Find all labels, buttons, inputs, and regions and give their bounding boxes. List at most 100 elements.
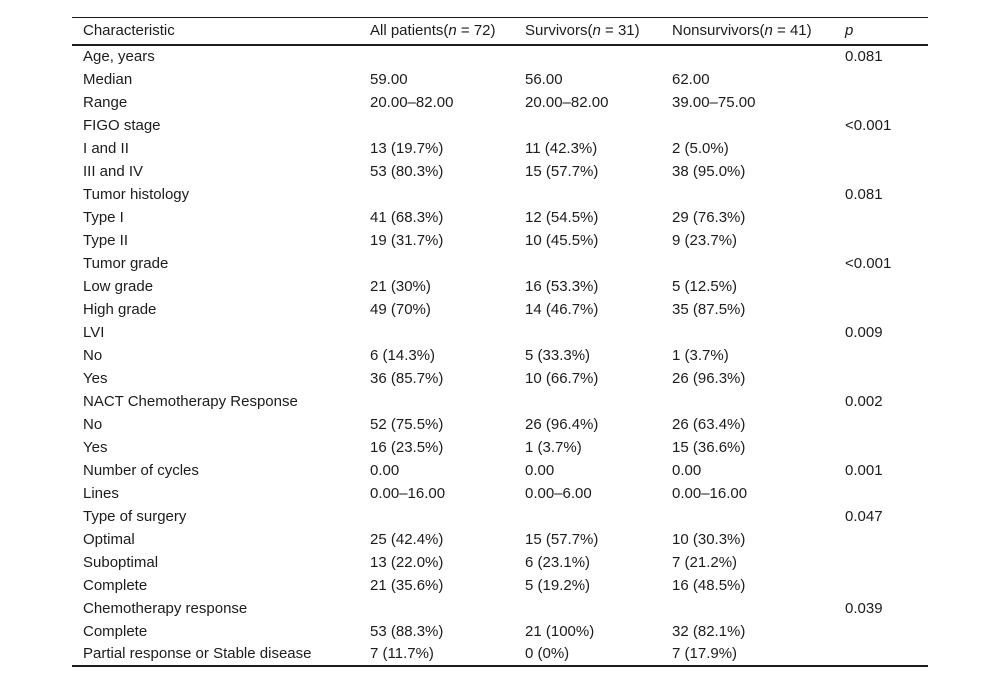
table-cell: Yes xyxy=(83,438,108,456)
table-cell: 26 (96.4%) xyxy=(525,415,599,433)
table-cell: 1 (3.7%) xyxy=(672,346,729,364)
table-cell: 6 (14.3%) xyxy=(370,346,436,364)
table-cell: Chemotherapy response xyxy=(83,599,248,617)
table-cell: 53 (88.3%) xyxy=(370,622,444,640)
table-cell: 14 (46.7%) xyxy=(525,300,599,318)
table-cell xyxy=(514,183,661,206)
table-cell: FIGO stage xyxy=(83,116,161,134)
table-cell xyxy=(514,45,661,68)
table-cell xyxy=(834,206,928,229)
patient-characteristics-table: Characteristic All patients( n = 72) Surv… xyxy=(72,17,928,667)
table-cell: 20.00–82.00 xyxy=(370,93,454,111)
table-row: Chemotherapy response 0.039 xyxy=(72,597,928,620)
table-cell xyxy=(514,390,661,413)
table-row: Number of cycles 0.00 0.00 0.00 0.001 xyxy=(72,459,928,482)
table-cell: <0.001 xyxy=(845,116,892,134)
header-characteristic: Characteristic xyxy=(72,18,359,45)
table-cell: 0.081 xyxy=(845,185,883,203)
table-cell: 56.00 xyxy=(525,70,563,88)
table-cell: 15 (57.7%) xyxy=(525,162,599,180)
table-cell: 21 (100%) xyxy=(525,622,595,640)
table-cell: 0.00–16.00 xyxy=(672,484,748,502)
table-cell xyxy=(834,91,928,114)
table-cell: Type of surgery xyxy=(83,507,187,525)
table-cell: Tumor grade xyxy=(83,254,169,272)
table-cell: 10 (66.7%) xyxy=(525,369,599,387)
header-text-italic: p xyxy=(845,22,854,40)
table-row: Type II 19 (31.7%) 10 (45.5%) 9 (23.7%) xyxy=(72,229,928,252)
table-cell xyxy=(359,45,514,68)
header-text: Nonsurvivors( xyxy=(672,22,765,40)
table-cell: NACT Chemotherapy Response xyxy=(83,392,298,410)
header-text-italic: n xyxy=(592,22,601,40)
header-text: = 31) xyxy=(600,22,640,40)
table-row: NACT Chemotherapy Response 0.002 xyxy=(72,390,928,413)
table-cell xyxy=(661,390,834,413)
table-cell xyxy=(834,574,928,597)
table-cell: 62.00 xyxy=(672,70,710,88)
table-row: Yes 36 (85.7%) 10 (66.7%) 26 (96.3%) xyxy=(72,367,928,390)
table-row: Complete 21 (35.6%) 5 (19.2%) 16 (48.5%) xyxy=(72,574,928,597)
table-cell: 13 (19.7%) xyxy=(370,139,444,157)
table-cell: 0.00–16.00 xyxy=(370,484,446,502)
table-cell xyxy=(514,252,661,275)
table-cell xyxy=(514,505,661,528)
header-survivors: Survivors(n = 31) xyxy=(514,18,661,45)
table-cell xyxy=(359,252,514,275)
table-cell xyxy=(514,597,661,620)
header-text: = 72) xyxy=(456,22,496,40)
table-cell: 41 (68.3%) xyxy=(370,208,444,226)
table-cell: Complete xyxy=(83,622,148,640)
header-nonsurvivors: Nonsurvivors(n = 41) xyxy=(661,18,834,45)
header-text: Characteristic xyxy=(83,22,175,40)
table-row: High grade 49 (70%) 14 (46.7%) 35 (87.5%) xyxy=(72,298,928,321)
table-cell: 35 (87.5%) xyxy=(672,300,746,318)
table-cell: Age, years xyxy=(83,48,155,65)
table-row: Suboptimal 13 (22.0%) 6 (23.1%) 7 (21.2%) xyxy=(72,551,928,574)
table-cell: 7 (17.9%) xyxy=(672,645,738,662)
table-cell: 52 (75.5%) xyxy=(370,415,444,433)
table-cell: LVI xyxy=(83,323,105,341)
table-cell: 5 (19.2%) xyxy=(525,576,591,594)
table-row: Type of surgery 0.047 xyxy=(72,505,928,528)
table-row: Complete 53 (88.3%) 21 (100%) 32 (82.1%) xyxy=(72,620,928,643)
table-cell: 20.00–82.00 xyxy=(525,93,609,111)
table-cell: 16 (48.5%) xyxy=(672,576,746,594)
table-row: Tumor histology 0.081 xyxy=(72,183,928,206)
table-cell: 0.047 xyxy=(845,507,883,525)
table-cell: 15 (36.6%) xyxy=(672,438,746,456)
table-cell: III and IV xyxy=(83,162,144,180)
table-cell: Low grade xyxy=(83,277,154,295)
table-cell: 0.001 xyxy=(845,461,883,479)
table-cell: Type I xyxy=(83,208,124,226)
table-cell xyxy=(661,183,834,206)
document-page: Characteristic All patients( n = 72) Surv… xyxy=(72,17,928,667)
table-cell: Type II xyxy=(83,231,129,249)
header-text: Survivors( xyxy=(525,22,593,40)
table-cell xyxy=(834,528,928,551)
table-cell: 10 (30.3%) xyxy=(672,530,746,548)
table-cell xyxy=(661,252,834,275)
table-cell: 39.00–75.00 xyxy=(672,93,756,111)
table-cell: 16 (53.3%) xyxy=(525,277,599,295)
table-cell xyxy=(834,160,928,183)
table-cell xyxy=(834,620,928,643)
header-text: All patients( xyxy=(370,22,449,40)
table-cell: 36 (85.7%) xyxy=(370,369,444,387)
table-cell xyxy=(834,68,928,91)
header-p-value: p xyxy=(834,18,928,45)
table-cell: Suboptimal xyxy=(83,553,159,571)
table-cell: 32 (82.1%) xyxy=(672,622,746,640)
table-row: Yes 16 (23.5%) 1 (3.7%) 15 (36.6%) xyxy=(72,436,928,459)
table-cell xyxy=(834,436,928,459)
table-cell: Partial response or Stable disease xyxy=(83,645,312,662)
table-row: LVI 0.009 xyxy=(72,321,928,344)
table-cell: 7 (21.2%) xyxy=(672,553,738,571)
table-row: III and IV 53 (80.3%) 15 (57.7%) 38 (95.0%) xyxy=(72,160,928,183)
table-cell: 0.00 xyxy=(370,461,400,479)
table-cell: 10 (45.5%) xyxy=(525,231,599,249)
table-cell xyxy=(834,229,928,252)
table-cell: High grade xyxy=(83,300,157,318)
table-cell: 0.00 xyxy=(525,461,555,479)
table-cell xyxy=(661,114,834,137)
